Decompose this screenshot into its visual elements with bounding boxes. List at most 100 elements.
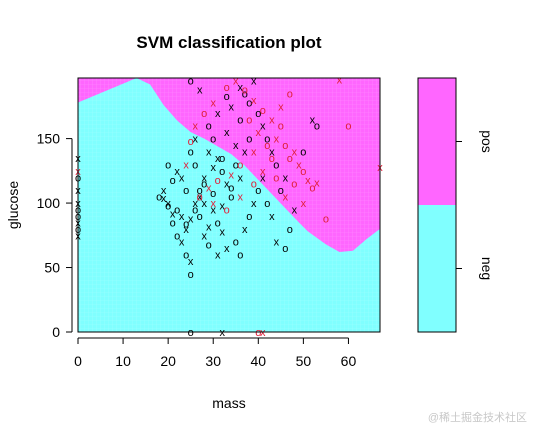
data-point-neg: x [192, 134, 198, 146]
data-point-pos: o [215, 175, 221, 187]
data-point-pos: x [229, 170, 235, 182]
data-point-neg: o [314, 121, 320, 133]
data-point-pos: o [188, 136, 194, 148]
data-point-pos: o [273, 172, 279, 184]
data-point-pos: o [197, 192, 203, 204]
x-tick-label: 30 [205, 353, 221, 369]
data-point-neg: x [192, 198, 198, 210]
data-point-neg: o [170, 217, 176, 229]
data-point-pos: x [269, 114, 275, 126]
data-point-neg: x [206, 146, 212, 158]
data-point-pos: x [305, 175, 311, 187]
data-point-neg: x [238, 172, 244, 184]
data-point-neg: o [183, 250, 189, 262]
data-point-neg: o [170, 175, 176, 187]
data-point-neg: o [300, 146, 306, 158]
data-point-neg: o [192, 159, 198, 171]
data-point-neg: o [210, 134, 216, 146]
data-point-neg: x [251, 198, 257, 210]
data-point-pos: x [301, 198, 307, 210]
data-point-pos: o [300, 166, 306, 178]
data-point-neg: o [228, 183, 234, 195]
data-point-pos: x [337, 74, 343, 86]
data-point-pos: x [210, 97, 216, 109]
legend-label-pos: pos [479, 130, 495, 153]
data-point-pos: o [291, 179, 297, 191]
plot-frame [77, 77, 381, 333]
data-point-neg: o [188, 327, 194, 339]
data-point-neg: o [246, 97, 252, 109]
data-point-neg: x [224, 243, 230, 255]
data-point-neg: o [210, 188, 216, 200]
legend-neg-swatch [418, 205, 456, 332]
data-point-neg: o [174, 205, 180, 217]
data-point-pos: o [323, 214, 329, 226]
chart-title: SVM classification plot [136, 33, 321, 52]
data-point-pos: o [242, 85, 248, 97]
x-tick-label: 10 [115, 353, 131, 369]
legend: pos neg [417, 77, 495, 333]
x-tick-label: 50 [296, 353, 312, 369]
data-point-pos: x [251, 146, 257, 158]
data-point-pos: o [246, 114, 252, 126]
x-tick-label: 20 [160, 353, 176, 369]
data-point-pos: o [345, 121, 351, 133]
data-point-neg: o [264, 198, 270, 210]
data-point-neg: o [255, 185, 261, 197]
data-point-pos: x [233, 76, 239, 88]
data-point-neg: x [219, 201, 225, 213]
data-point-neg: o [174, 230, 180, 242]
data-point-neg: x [233, 140, 239, 152]
data-point-neg: x [219, 226, 225, 238]
data-point-neg: x [170, 208, 176, 220]
data-point-pos: x [192, 121, 198, 133]
data-point-neg: o [219, 166, 225, 178]
data-point-pos: o [264, 140, 270, 152]
x-tick-label: 0 [74, 353, 82, 369]
data-point-neg: o [192, 205, 198, 217]
legend-label-neg: neg [479, 257, 495, 280]
data-point-neg: x [197, 85, 203, 97]
data-point-pos: o [282, 140, 288, 152]
data-point-neg: o [183, 185, 189, 197]
data-point-pos: o [287, 88, 293, 100]
data-point-neg: o [233, 237, 239, 249]
legend-pos-swatch [418, 78, 456, 205]
data-point-neg: x [179, 211, 185, 223]
data-point-neg: o [228, 192, 234, 204]
data-point-pos: x [292, 146, 298, 158]
data-point-pos: x [183, 159, 189, 171]
data-point-neg: x [179, 237, 185, 249]
data-point-neg: x [210, 162, 216, 174]
data-point-pos: x [274, 134, 280, 146]
x-tick-label: 40 [251, 353, 267, 369]
data-point-neg: x [197, 192, 203, 204]
data-point-neg: x [215, 153, 221, 165]
data-point-neg: o [188, 76, 194, 88]
data-point-neg: o [246, 211, 252, 223]
data-point-neg: x [269, 146, 275, 158]
data-point-neg: x [238, 82, 244, 94]
data-point-neg: x [292, 205, 298, 217]
data-point-neg: x [206, 221, 212, 233]
y-tick-label: 150 [37, 131, 61, 147]
data-point-neg: x [224, 179, 230, 191]
data-point-pos: o [255, 327, 261, 339]
data-point-neg: o [201, 179, 207, 191]
data-point-neg: o [165, 201, 171, 213]
data-point-neg: x [283, 172, 289, 184]
data-point-neg: x [242, 224, 248, 236]
data-point-pos: o [309, 183, 315, 195]
data-point-neg: o [197, 211, 203, 223]
data-point-neg: o [237, 114, 243, 126]
y-axis: 0 50 100 150 [37, 131, 73, 340]
data-point-pos: o [224, 82, 230, 94]
data-point-neg: x [201, 172, 207, 184]
data-point-neg: x [219, 327, 225, 339]
data-point-neg: o [237, 250, 243, 262]
data-point-neg: x [188, 256, 194, 268]
data-point-neg: x [174, 166, 180, 178]
data-point-neg: o [242, 88, 248, 100]
data-point-neg: o [273, 159, 279, 171]
